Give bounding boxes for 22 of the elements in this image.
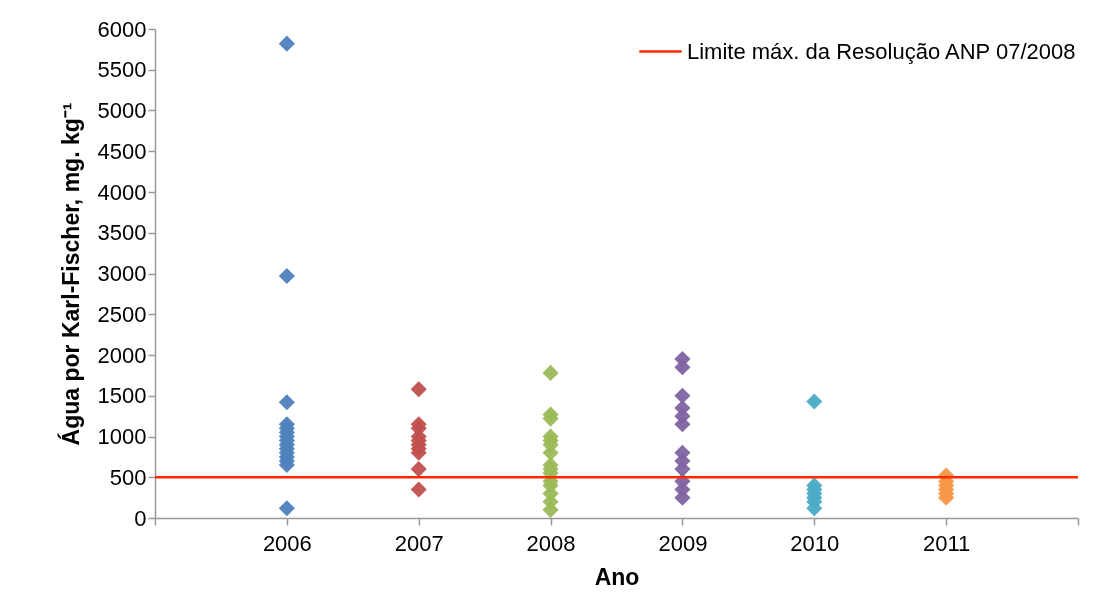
- y-tick-label: 5500: [97, 57, 147, 83]
- x-tick-label: 2008: [526, 530, 576, 556]
- y-tick-label: 4500: [97, 138, 147, 164]
- y-tick-label: 5000: [97, 98, 147, 123]
- x-tick-label: 2009: [658, 530, 708, 556]
- y-tick-label: 1000: [97, 424, 147, 449]
- y-tick-label: 0: [134, 505, 147, 531]
- x-tick-label: 2010: [790, 530, 840, 556]
- legend-label: Limite máx. da Resolução ANP 07/2008: [687, 38, 1076, 64]
- y-tick-label: 3500: [97, 220, 147, 246]
- y-tick-label: 6000: [97, 16, 147, 42]
- y-tick-label: 500: [109, 464, 147, 490]
- x-tick-label: 2011: [922, 530, 971, 556]
- y-tick-label: 2000: [97, 342, 147, 368]
- y-tick-label: 4000: [97, 179, 147, 205]
- x-tick-label: 2006: [262, 530, 312, 556]
- y-axis-title: Água por Karl-Fischer, mg. kg⁻¹: [56, 102, 84, 446]
- y-tick-label: 2500: [97, 301, 147, 327]
- x-tick-label: 2007: [394, 530, 444, 556]
- y-tick-label: 1500: [97, 383, 147, 409]
- x-axis-title: Ano: [594, 563, 640, 590]
- y-tick-label: 3000: [97, 261, 147, 286]
